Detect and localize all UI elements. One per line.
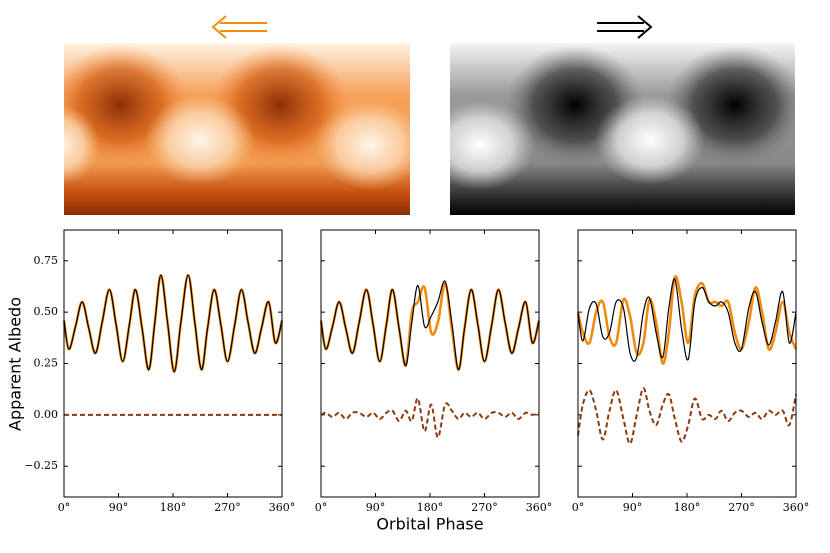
x-tick-label: 180°	[160, 501, 187, 514]
x-axis-label: Orbital Phase	[376, 515, 483, 534]
x-tick-label: 90°	[109, 501, 129, 514]
axes-frame	[63, 229, 283, 498]
y-tick-label: 0.25	[34, 357, 59, 370]
x-tick-label: 270°	[728, 501, 755, 514]
x-tick-label: 360°	[269, 501, 296, 514]
x-tick-label: 180°	[674, 501, 701, 514]
y-tick-label: 0.75	[34, 254, 59, 267]
x-tick-label: 0°	[572, 501, 585, 514]
x-tick-label: 180°	[417, 501, 444, 514]
orange-map	[64, 43, 410, 215]
y-tick-label: −0.25	[24, 459, 58, 472]
albedo-line	[62, 273, 284, 374]
left-arrow	[211, 15, 267, 39]
y-tick-label: 0.50	[34, 305, 59, 318]
x-tick-label: 0°	[315, 501, 328, 514]
x-tick-label: 90°	[623, 501, 643, 514]
difference-line	[320, 397, 540, 439]
difference-line	[577, 387, 797, 445]
right-arrow	[597, 15, 653, 39]
x-tick-label: 270°	[471, 501, 498, 514]
albedo-line	[576, 275, 798, 365]
albedo-line	[577, 278, 797, 362]
x-tick-label: 90°	[366, 501, 386, 514]
gray-map	[450, 43, 795, 215]
x-tick-label: 0°	[58, 501, 71, 514]
axes-frame	[320, 229, 540, 498]
x-tick-label: 360°	[783, 501, 810, 514]
y-tick-label: 0.00	[34, 408, 59, 421]
y-axis-label: Apparent Albedo	[6, 297, 25, 431]
albedo-line	[63, 274, 283, 373]
x-tick-label: 270°	[214, 501, 241, 514]
axes-frame	[577, 229, 797, 498]
x-tick-label: 360°	[526, 501, 553, 514]
albedo-line	[320, 280, 540, 371]
